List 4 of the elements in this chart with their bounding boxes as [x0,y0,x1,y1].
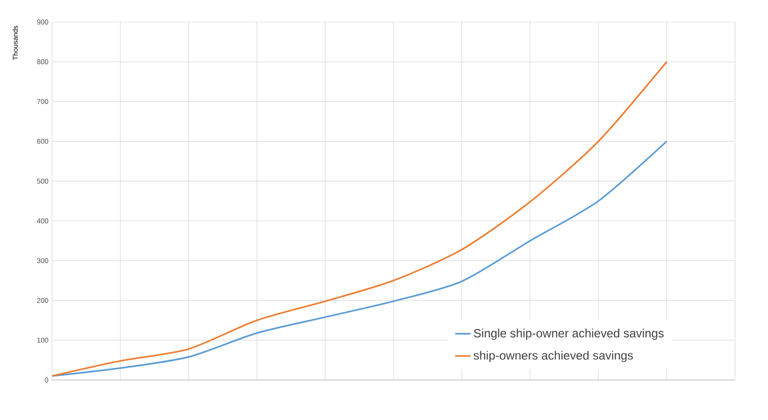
line-series [52,60,668,377]
line-series [52,140,668,377]
legend-label: Single ship-owner achieved savings [474,328,664,340]
legend-label: ship-owners achieved savings [474,350,633,362]
